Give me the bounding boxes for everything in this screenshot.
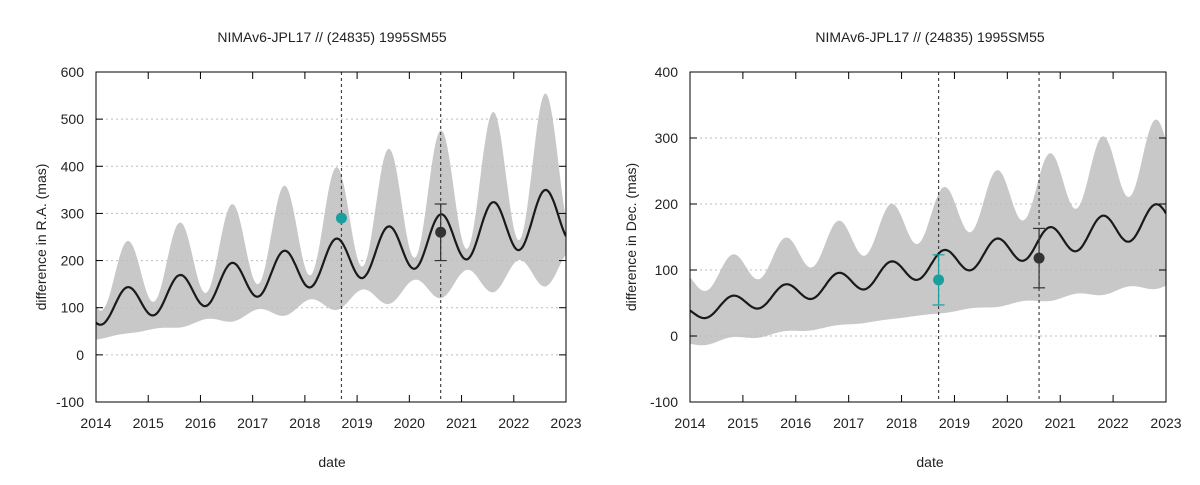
dec-x-tick-label: 2016 bbox=[780, 415, 811, 431]
dec-model-line bbox=[690, 203, 1166, 320]
ra-y-tick-label: -100 bbox=[56, 394, 84, 410]
ra-x-tick-label: 2020 bbox=[394, 415, 425, 431]
dec-y-tick-label: 400 bbox=[655, 64, 679, 80]
ra-plot-frame bbox=[95, 71, 567, 403]
ra-y-tick-label: 300 bbox=[61, 205, 85, 221]
ra-x-tick-label: 2023 bbox=[550, 415, 581, 431]
dec-chart-title: NIMAv6-JPL17 // (24835) 1995SM55 bbox=[815, 29, 1045, 45]
dec-chart-xlabel: date bbox=[916, 454, 943, 470]
ra-chart-xlabel: date bbox=[318, 454, 345, 470]
dec-y-tick-label: -100 bbox=[650, 394, 678, 410]
ra-model-line bbox=[96, 188, 566, 326]
dec-x-tick-label: 2022 bbox=[1098, 415, 1129, 431]
dec-plot-frame bbox=[689, 71, 1167, 403]
dec-x-tick-label: 2019 bbox=[939, 415, 970, 431]
dec-x-tick-label: 2023 bbox=[1150, 415, 1181, 431]
ra-chart-title: NIMAv6-JPL17 // (24835) 1995SM55 bbox=[217, 29, 447, 45]
ra-y-tick-label: 0 bbox=[76, 347, 84, 363]
ra-x-tick-label: 2022 bbox=[498, 415, 529, 431]
ra-x-tick-label: 2016 bbox=[185, 415, 216, 431]
ra-chart: NIMAv6-JPL17 // (24835) 1995SM55 date di… bbox=[33, 29, 582, 470]
ra-x-tick-label: 2021 bbox=[446, 415, 477, 431]
dec-chart-ylabel: difference in Dec. (mas) bbox=[623, 163, 639, 311]
dec-x-tick-label: 2018 bbox=[886, 415, 917, 431]
dec-y-tick-label: 200 bbox=[655, 196, 679, 212]
dec-x-tick-label: 2021 bbox=[1045, 415, 1076, 431]
ra-chart-ylabel: difference in R.A. (mas) bbox=[33, 164, 49, 311]
ra-x-tick-label: 2018 bbox=[289, 415, 320, 431]
ra-x-tick-label: 2019 bbox=[342, 415, 373, 431]
dec-y-tick-label: 0 bbox=[670, 328, 678, 344]
dec-observation-point bbox=[1033, 252, 1045, 264]
ra-y-tick-label: 500 bbox=[61, 111, 85, 127]
dec-y-tick-label: 300 bbox=[655, 130, 679, 146]
ra-x-tick-label: 2015 bbox=[133, 415, 164, 431]
dec-observation-point bbox=[933, 274, 945, 286]
dec-chart: NIMAv6-JPL17 // (24835) 1995SM55 date di… bbox=[623, 29, 1182, 470]
ra-y-tick-label: 200 bbox=[61, 253, 85, 269]
dec-y-tick-label: 100 bbox=[655, 262, 679, 278]
ra-y-tick-label: 100 bbox=[61, 300, 85, 316]
ra-observation-point bbox=[435, 226, 447, 238]
ra-x-tick-label: 2014 bbox=[80, 415, 111, 431]
ra-y-tick-label: 400 bbox=[61, 158, 85, 174]
ra-y-tick-label: 600 bbox=[61, 64, 85, 80]
dec-x-tick-label: 2015 bbox=[727, 415, 758, 431]
dec-x-tick-label: 2017 bbox=[833, 415, 864, 431]
dec-x-tick-label: 2014 bbox=[674, 415, 705, 431]
ra-x-tick-label: 2017 bbox=[237, 415, 268, 431]
dec-uncertainty-band bbox=[690, 119, 1166, 346]
dec-x-tick-label: 2020 bbox=[992, 415, 1023, 431]
ra-uncertainty-band bbox=[96, 93, 566, 340]
ra-observation-point bbox=[335, 212, 347, 224]
